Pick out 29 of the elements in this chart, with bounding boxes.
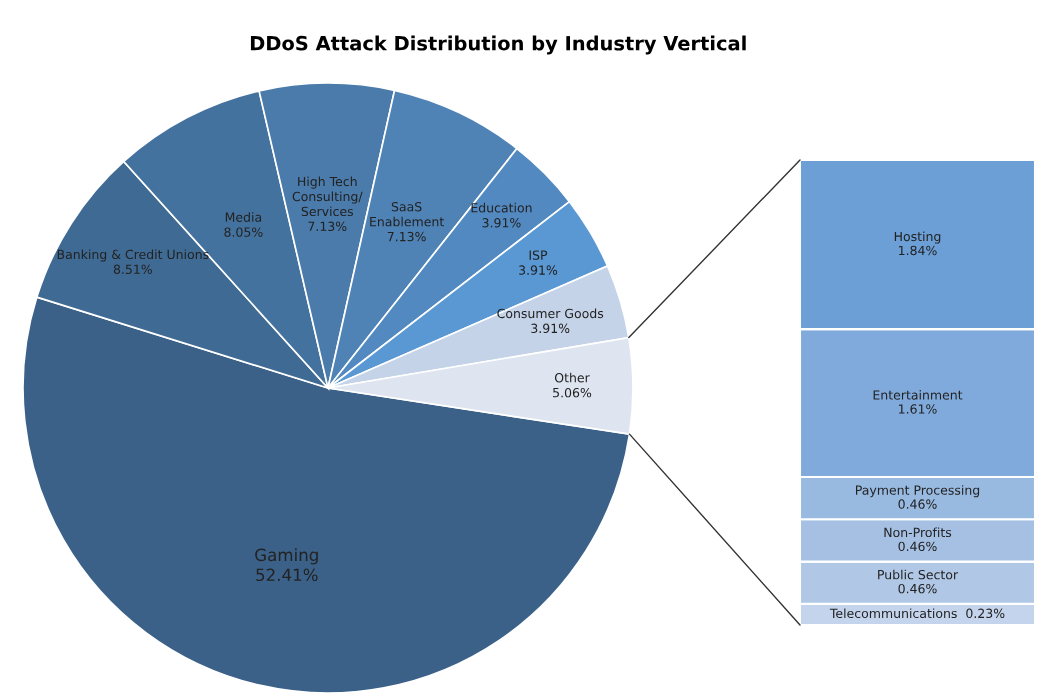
data-label: 7.13%	[308, 221, 347, 232]
slice-label: Consumer Goods	[497, 308, 604, 319]
data-label: 3.91%	[531, 323, 570, 334]
data-label: 5.06%	[553, 387, 592, 398]
slice-label: High Tech Consulting/ Services	[292, 176, 363, 217]
data-label: 0.46%	[898, 583, 937, 594]
data-label: 0.46%	[898, 499, 937, 509]
slice-label: Gaming	[255, 548, 318, 565]
slice-label: Other	[554, 372, 590, 383]
slice-label: Media	[225, 212, 262, 222]
series-label: Entertainment	[873, 390, 963, 400]
data-label: 1.84%	[899, 245, 937, 256]
data-label: 8.51%	[113, 264, 152, 275]
data-label: 3.91%	[482, 218, 521, 228]
data-label: 7.13%	[387, 231, 426, 242]
chart-title: DDoS Attack Distribution by Industry Vertical	[250, 35, 746, 55]
data-label: 52.41%	[256, 568, 318, 582]
series-label: Hosting	[894, 231, 941, 244]
data-label: 3.91%	[519, 265, 558, 275]
text: Telecommunications 0.23%	[829, 608, 1005, 619]
slice-label: ISP	[529, 250, 548, 260]
series-label: Public Sector	[878, 569, 959, 580]
data-label: 1.61%	[899, 404, 937, 414]
series-label: Payment Processing	[856, 485, 980, 498]
series-label: Non-Profits	[884, 527, 952, 538]
data-label: 8.05%	[224, 227, 263, 237]
slice-label: SaaS Enablement	[370, 201, 444, 227]
data-label: 0.46%	[898, 541, 937, 552]
slice-label: Education	[471, 202, 532, 213]
